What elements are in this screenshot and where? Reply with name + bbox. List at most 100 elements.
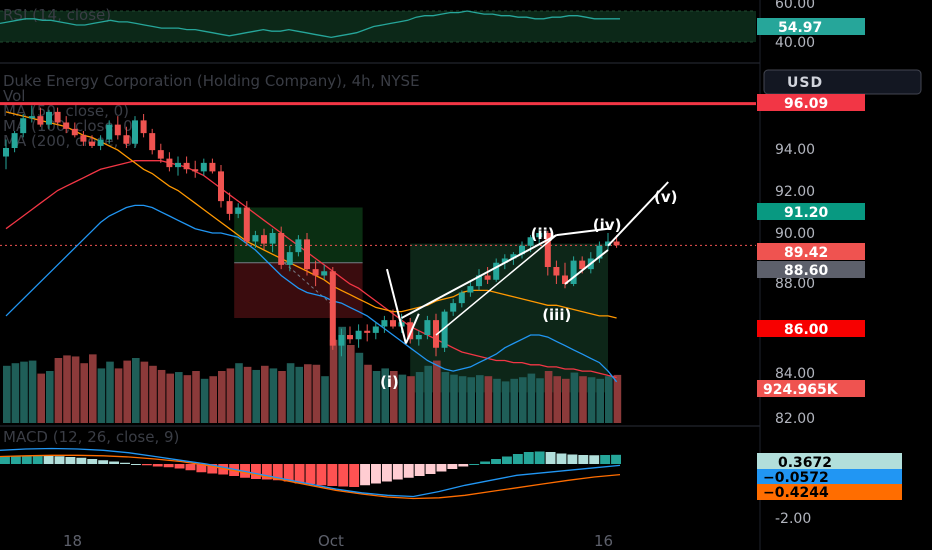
candle [157, 143, 164, 163]
wave-line[interactable] [386, 268, 407, 344]
candle [192, 160, 199, 178]
macd-histogram-bar [109, 461, 120, 464]
candle [80, 131, 87, 146]
candle [209, 158, 216, 174]
macd-histogram-bar [381, 464, 392, 482]
volume-bar [493, 378, 501, 423]
macd-histogram-bar [392, 464, 403, 480]
candle [536, 228, 543, 244]
position-path-line [283, 262, 334, 306]
candle [372, 322, 379, 340]
macd-histogram-bar [425, 464, 436, 474]
volume-bar [175, 372, 183, 423]
volume-bar [218, 371, 226, 423]
volume-tag: 924.965K [757, 380, 865, 398]
volume-bar [28, 360, 37, 423]
macd-histogram-bar [589, 455, 600, 464]
macd-histogram-bar [360, 464, 371, 486]
macd-histogram-bar [196, 464, 207, 473]
macd-histogram-bar [371, 464, 381, 484]
volume-bar [467, 377, 475, 423]
volume-bar [192, 371, 200, 423]
volume-bar [519, 377, 527, 423]
macd-histogram-bar [512, 454, 523, 464]
volume-bar [381, 368, 389, 423]
wave-channel-lower[interactable] [435, 234, 557, 336]
candle [243, 201, 250, 246]
rsi-line [0, 10, 620, 39]
volume-bar [20, 361, 28, 423]
ma50-line [5, 204, 618, 383]
macd-histogram-bar [294, 464, 305, 484]
candle [338, 328, 345, 357]
macd-histogram-bar [98, 460, 109, 464]
candle [140, 114, 147, 138]
volume-bar [114, 368, 123, 423]
wave-line[interactable] [564, 249, 609, 285]
macd-histogram-bar [578, 455, 589, 464]
candle [166, 152, 173, 172]
candle [415, 330, 422, 346]
candle [123, 126, 130, 148]
macd-histogram-bar [283, 464, 294, 482]
volume-bar [46, 371, 54, 423]
position-loss-zone [234, 262, 363, 318]
volume-bar [553, 376, 561, 423]
candle [329, 267, 336, 350]
macd-histogram-bar [10, 456, 21, 464]
candle [235, 203, 242, 219]
volume-bar [209, 376, 217, 423]
currency-label: USD [787, 75, 823, 91]
volume-bar [372, 371, 381, 423]
volume-bar [527, 373, 536, 423]
macd-line-tag: −0.0572 [757, 469, 902, 486]
volume-bar [596, 378, 604, 423]
target-value: 91.20 [784, 205, 829, 221]
volume-bar [63, 355, 71, 423]
volume-bar [441, 372, 450, 423]
macd-histogram-bar [272, 464, 283, 481]
candle [37, 107, 44, 127]
volume-bar [269, 368, 278, 423]
macd-histogram-bar [305, 464, 316, 484]
candle [424, 315, 431, 340]
volume-bar [587, 377, 596, 423]
ma100-legend: MA (100, close, 0) [3, 117, 139, 135]
rsi-band [0, 11, 756, 42]
candle [450, 298, 457, 316]
macd-histogram-bar [436, 464, 447, 472]
candle [364, 324, 371, 342]
candle [252, 230, 259, 248]
candle [304, 233, 310, 276]
wave-line[interactable] [404, 313, 420, 344]
macd-histogram-bar [218, 464, 229, 475]
price-axis[interactable]: 60.00 40.00 94.00 92.00 90.00 88.00 84.0… [757, 0, 922, 550]
price-tick-84: 84.00 [775, 366, 815, 382]
stop-tag: 86.00 [757, 320, 865, 338]
volume-bar [3, 365, 11, 423]
macd-histogram-bar [480, 461, 491, 464]
macd-histogram-bar [403, 464, 414, 478]
volume-bar [140, 361, 149, 423]
macd-histogram-bar [469, 464, 480, 465]
rsi-pane: RSI (14, close) [0, 6, 756, 43]
wave-line[interactable] [556, 227, 609, 237]
volume-bar [226, 368, 235, 423]
volume-bar [37, 373, 45, 423]
candle [261, 228, 267, 250]
wave-line[interactable] [607, 181, 669, 247]
volume-bar [579, 376, 587, 423]
wave-label: (v) [654, 188, 678, 206]
volume-bar [433, 360, 441, 423]
volume-bar [536, 378, 544, 423]
candle [97, 135, 104, 151]
candle [149, 128, 156, 155]
macd-histogram-bar [120, 462, 130, 464]
macd-line-value: −0.0572 [763, 470, 829, 486]
wave-channel-upper[interactable] [401, 234, 557, 319]
currency-button[interactable]: USD [763, 69, 922, 95]
volume-bar [390, 371, 398, 423]
volume-bar [424, 365, 432, 423]
price-tick-92: 92.00 [775, 184, 815, 200]
